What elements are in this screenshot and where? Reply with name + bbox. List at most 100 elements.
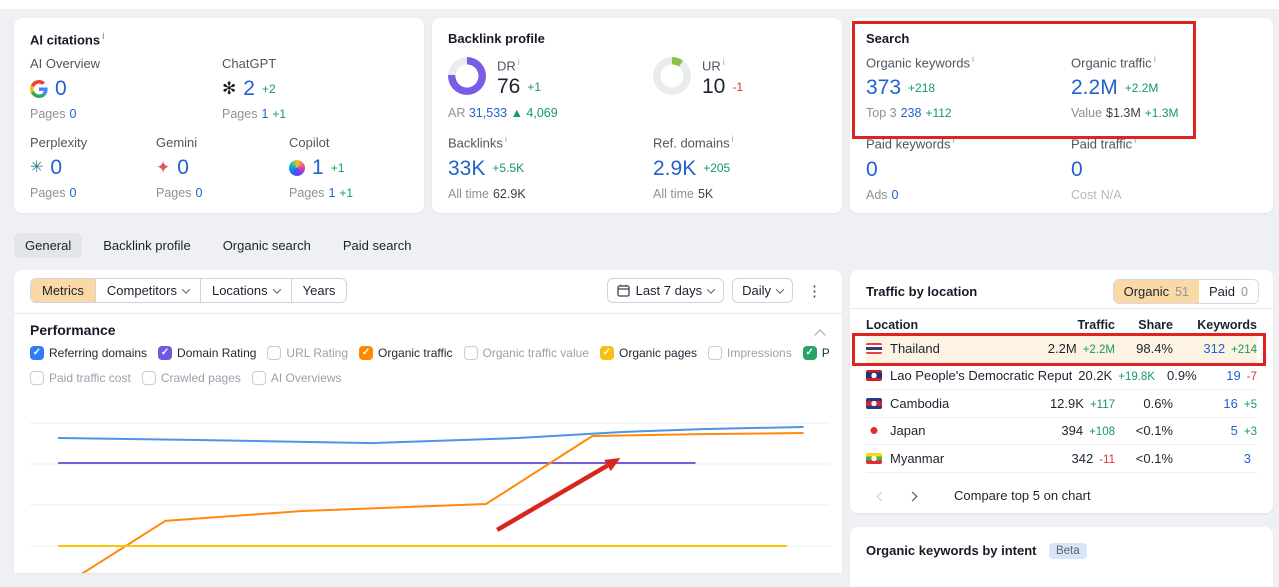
info-icon[interactable]: i	[504, 134, 507, 145]
change-badge: +1.3M	[1144, 106, 1179, 121]
checkbox-ai-overviews[interactable]: ✓AI Overviews	[251, 371, 342, 385]
ai-citations-card: AI citations i AI Overview 0 Pages 0 ChatG…	[14, 18, 424, 213]
change-badge: +1	[272, 107, 287, 122]
metric-checkbox-row-1: ✓Referring domains ✓Domain Rating ✓URL R…	[30, 346, 830, 360]
gemini-icon: ✦	[156, 158, 171, 178]
perplexity-stat: Perplexity ✳ 0 Pages 0	[30, 135, 156, 200]
table-row-laos[interactable]: Lao People's Democratic Reput 20.2K +19.8…	[866, 363, 1257, 390]
chatgpt-icon: ✻	[222, 79, 237, 99]
pages-value[interactable]: 1	[328, 186, 336, 201]
gemini-value[interactable]: 0	[177, 156, 189, 180]
section-tabs: General Backlink profile Organic search …	[14, 233, 423, 258]
date-range-dropdown[interactable]: Last 7 days	[606, 278, 725, 303]
info-icon[interactable]: i	[517, 57, 520, 67]
change-badge: +205	[703, 161, 731, 176]
performance-panel: Metrics Competitors Locations Years Last…	[14, 270, 842, 573]
pages-value[interactable]: 0	[69, 107, 77, 122]
table-row-cambodia[interactable]: Cambodia 12.9K +117 0.6% 16 +5	[866, 390, 1257, 418]
granularity-label: Daily	[742, 283, 771, 298]
stat-label: Ref. domains i	[653, 134, 734, 151]
keywords-link[interactable]: 312	[1203, 340, 1226, 356]
kebab-menu-button[interactable]: ⋮	[807, 282, 822, 300]
compare-top5-link[interactable]: Compare top 5 on chart	[954, 488, 1091, 503]
info-icon[interactable]: i	[1134, 135, 1137, 146]
keywords-link[interactable]: 3	[1243, 450, 1251, 466]
change-badge: +2.2M	[1124, 80, 1159, 95]
pages-value[interactable]: 0	[69, 186, 77, 201]
pages-label: Pages	[289, 186, 325, 201]
ai-overview-value[interactable]: 0	[55, 77, 67, 101]
change-badge: +1	[527, 79, 542, 94]
checkbox-organic-traffic-value[interactable]: ✓Organic traffic value	[463, 346, 589, 360]
organic-keywords-stat: Organic keywords i 373 +218 Top 3 238 +112	[866, 54, 1071, 120]
perplexity-icon: ✳	[30, 158, 44, 176]
ads-label: Ads	[866, 187, 888, 202]
table-row-thailand[interactable]: Thailand 2.2M +2.2M 98.4% 312 +214	[866, 335, 1257, 363]
keywords-link[interactable]: 16	[1223, 395, 1238, 411]
pages-value[interactable]: 0	[195, 186, 203, 201]
change-badge: ▲ 4,069	[510, 106, 558, 121]
tab-paid-search[interactable]: Paid search	[342, 238, 412, 253]
performance-line-chart[interactable]	[30, 400, 830, 573]
location-table-header: Location Traffic Share Keywords	[866, 316, 1257, 334]
backlinks-value[interactable]: 33K	[448, 156, 486, 180]
beta-badge: Beta	[1048, 543, 1087, 559]
paid-traffic-value[interactable]: 0	[1071, 157, 1083, 181]
top3-value[interactable]: 238	[900, 106, 922, 121]
info-icon[interactable]: i	[731, 134, 734, 145]
checkbox-paid-traffic-cost[interactable]: ✓Paid traffic cost	[30, 371, 131, 385]
checkbox-url-rating[interactable]: ✓URL Rating	[267, 346, 348, 360]
cost-value: N/A	[1100, 187, 1122, 202]
organic-keywords-value[interactable]: 373	[866, 76, 902, 100]
tab-organic-search[interactable]: Organic search	[222, 238, 311, 253]
info-icon[interactable]: i	[102, 31, 105, 41]
top-bar-strip	[0, 0, 1279, 9]
alltime-label: All time	[448, 186, 489, 201]
table-row-myanmar[interactable]: Myanmar 342 -11 <0.1% 3	[866, 445, 1257, 473]
change-badge: +1	[330, 160, 345, 175]
checkbox-organic-traffic[interactable]: ✓ Organic traffic	[359, 346, 453, 360]
checkbox-referring-domains[interactable]: ✓ Referring domains	[30, 346, 147, 360]
granularity-dropdown[interactable]: Daily	[732, 278, 793, 303]
years-button[interactable]: Years	[290, 279, 347, 302]
stat-label: Organic keywords i	[866, 54, 975, 71]
chatgpt-value[interactable]: 2	[243, 77, 255, 101]
toggle-organic[interactable]: Organic 51	[1113, 280, 1200, 303]
copilot-value[interactable]: 1	[312, 156, 324, 180]
info-icon[interactable]: i	[1153, 54, 1156, 64]
locations-button[interactable]: Locations	[199, 279, 291, 302]
toggle-paid[interactable]: Paid 0	[1199, 280, 1258, 303]
column-share: Share	[1138, 318, 1173, 332]
chevron-up-icon	[814, 329, 826, 341]
competitors-button[interactable]: Competitors	[94, 279, 200, 302]
checkbox-organic-pages[interactable]: ✓ Organic pages	[600, 346, 697, 360]
paid-keywords-value[interactable]: 0	[866, 157, 878, 181]
info-icon[interactable]: i	[952, 135, 955, 146]
collapse-section-button[interactable]	[814, 326, 826, 344]
checkbox-impressions[interactable]: ✓Impressions	[708, 346, 792, 360]
checkbox-domain-rating[interactable]: ✓ Domain Rating	[158, 346, 256, 360]
url-rating-stat: UR i 10 -1	[653, 57, 826, 120]
pages-value[interactable]: 1	[261, 107, 269, 122]
ur-value: 10	[702, 75, 726, 99]
tab-general[interactable]: General	[14, 233, 83, 258]
keywords-link[interactable]: 19	[1226, 368, 1241, 384]
table-row-japan[interactable]: Japan 394 +108 <0.1% 5 +3	[866, 418, 1257, 445]
tab-backlink-profile[interactable]: Backlink profile	[103, 238, 191, 253]
perplexity-value[interactable]: 0	[50, 156, 63, 180]
stat-label: Perplexity	[30, 135, 88, 151]
checkbox-crawled-pages[interactable]: ✓Crawled pages	[141, 371, 241, 385]
checkbox-paid-traffic[interactable]: ✓Paid traffic	[802, 346, 830, 360]
organic-traffic-value[interactable]: 2.2M	[1071, 76, 1118, 100]
ar-value[interactable]: 31,533	[468, 106, 508, 121]
metrics-button[interactable]: Metrics	[31, 279, 95, 302]
info-icon[interactable]: i	[722, 57, 725, 67]
ref-domains-value[interactable]: 2.9K	[653, 156, 697, 180]
cambodia-flag-icon	[866, 397, 882, 409]
keywords-link[interactable]: 5	[1230, 423, 1238, 439]
ads-value[interactable]: 0	[891, 187, 899, 202]
info-icon[interactable]: i	[972, 54, 975, 64]
prev-page-button[interactable]	[866, 484, 897, 507]
change-badge: -1	[732, 79, 744, 94]
next-page-button[interactable]	[897, 484, 928, 507]
